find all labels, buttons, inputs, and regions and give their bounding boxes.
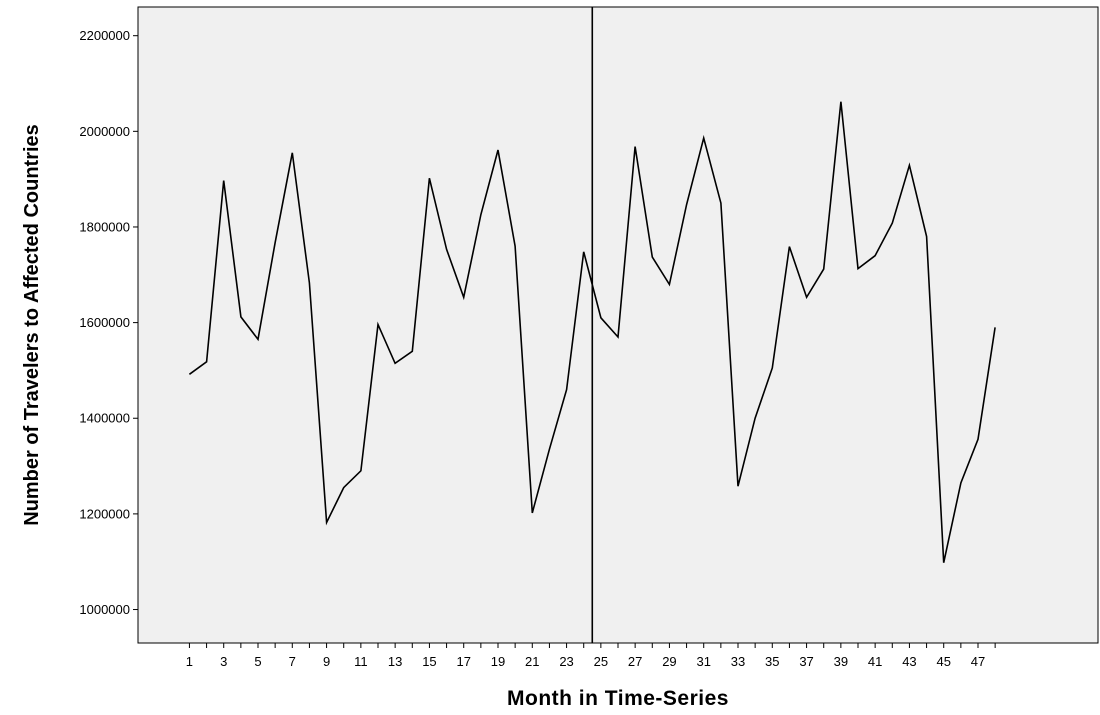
x-tick-label: 37 (799, 654, 813, 669)
x-tick-label: 27 (628, 654, 642, 669)
x-tick-label: 35 (765, 654, 779, 669)
x-tick-label: 5 (254, 654, 261, 669)
x-tick-label: 47 (971, 654, 985, 669)
y-axis-title: Number of Travelers to Affected Countrie… (21, 124, 43, 526)
y-tick-label: 1800000 (79, 219, 130, 234)
x-tick-label: 17 (456, 654, 470, 669)
x-tick-label: 23 (559, 654, 573, 669)
series-line (188, 101, 996, 563)
y-tick-label: 2000000 (79, 124, 130, 139)
x-tick-label: 33 (731, 654, 745, 669)
x-tick-label: 13 (388, 654, 402, 669)
x-tick-label: 45 (936, 654, 950, 669)
x-tick-label: 1 (186, 654, 193, 669)
x-tick-label: 43 (902, 654, 916, 669)
y-tick-label: 1200000 (79, 506, 130, 521)
y-tick-label: 1400000 (79, 411, 130, 426)
x-tick-label: 39 (834, 654, 848, 669)
x-tick-label: 3 (220, 654, 227, 669)
x-tick-label: 25 (594, 654, 608, 669)
y-tick-label: 1000000 (79, 602, 130, 617)
x-tick-label: 15 (422, 654, 436, 669)
x-tick-label: 41 (868, 654, 882, 669)
x-tick-label: 19 (491, 654, 505, 669)
plot-area (137, 6, 1099, 644)
y-tick-label: 1600000 (79, 315, 130, 330)
x-tick-label: 11 (354, 654, 368, 669)
x-tick-label: 7 (289, 654, 296, 669)
y-tick-label: 2200000 (79, 28, 130, 43)
x-tick-label: 21 (525, 654, 539, 669)
x-tick-label: 9 (323, 654, 330, 669)
y-axis-ticks: 1000000 1200000 1400000 1600000 1800000 20000… (79, 28, 138, 617)
x-axis-title: Month in Time-Series (507, 687, 729, 710)
x-tick-label: 29 (662, 654, 676, 669)
x-tick-label: 31 (696, 654, 710, 669)
x-axis-ticks: 1 3 5 7 9 11 13 15 17 19 21 23 25 27 29 31 33 35 37 39 41 43 4… (186, 643, 996, 669)
